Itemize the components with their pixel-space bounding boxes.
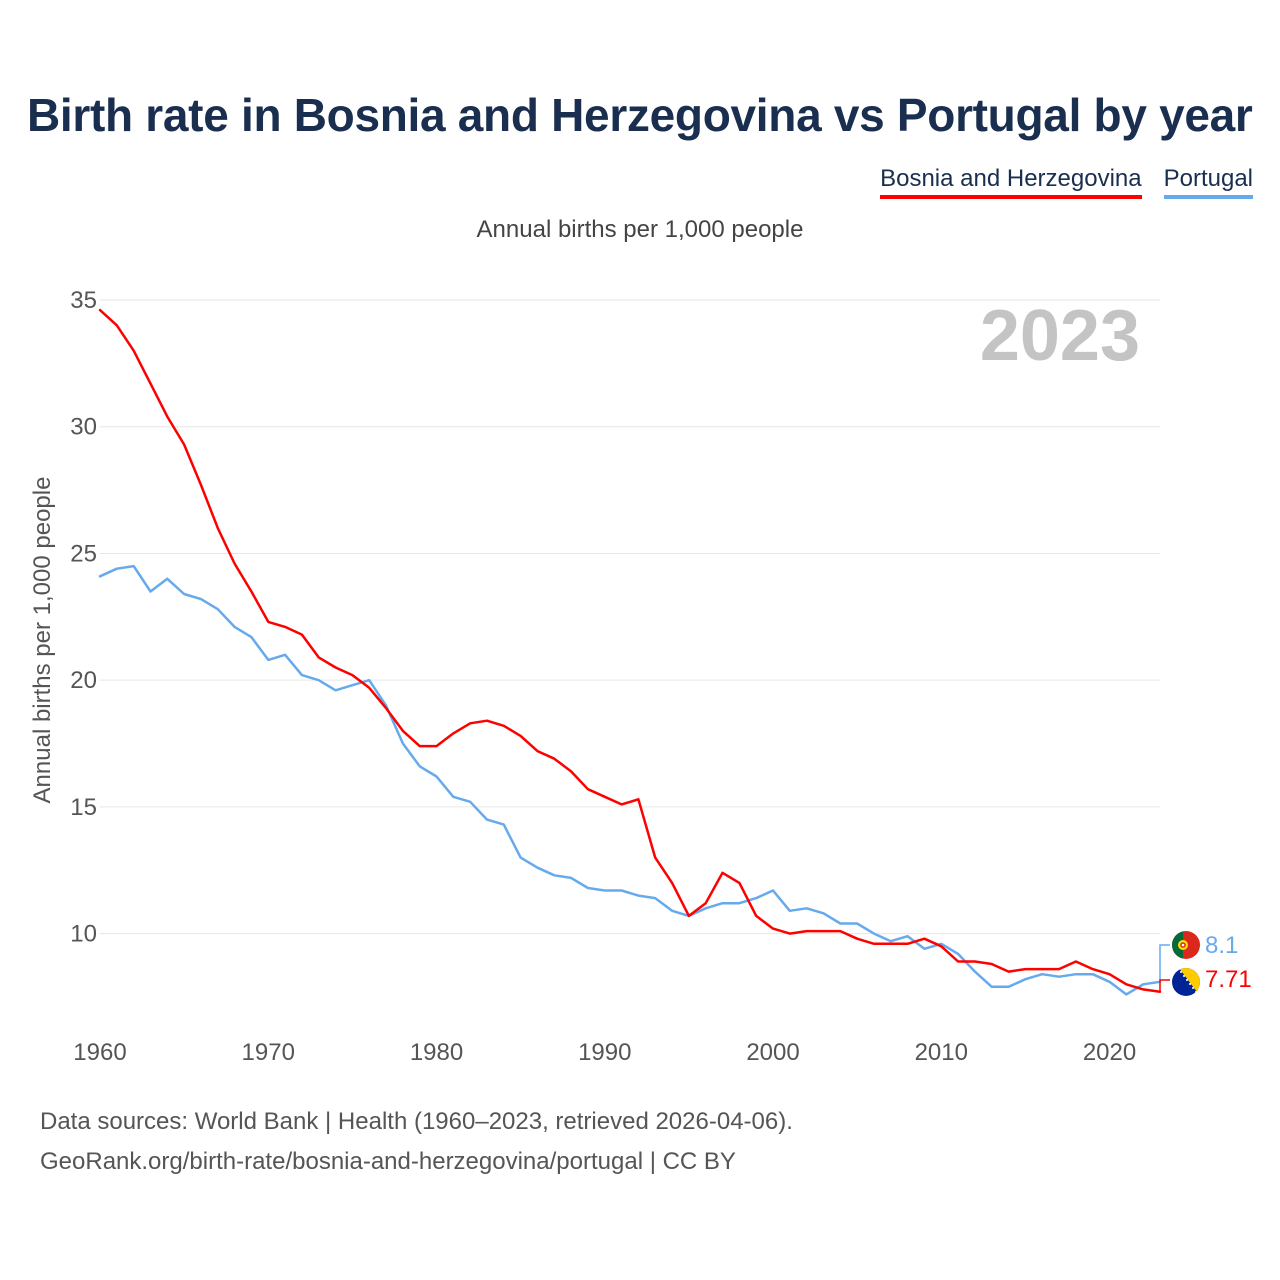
y-tick-label: 15 — [70, 794, 97, 821]
portugal-connector — [1159, 944, 1170, 982]
bosnia-flag-icon — [1172, 968, 1200, 996]
series-line-portugal — [98, 564, 1162, 996]
source-url[interactable]: GeoRank.org/birth-rate/bosnia-and-herzeg… — [40, 1148, 736, 1175]
portugal-flag-icon — [1172, 931, 1200, 959]
y-axis-label: Annual births per 1,000 people — [29, 477, 56, 804]
bosnia-end-value: 7.71 — [1205, 966, 1252, 993]
y-tick-label: 10 — [70, 921, 97, 948]
series-line-bosnia — [98, 308, 1162, 993]
y-tick-label: 30 — [70, 414, 97, 441]
year-watermark: 2023 — [980, 296, 1140, 376]
legend-item-portugal[interactable]: Portugal — [1163, 165, 1253, 199]
portugal-end-value: 8.1 — [1205, 932, 1238, 959]
x-tick-label: 1960 — [73, 1039, 126, 1066]
x-tick-label: 2000 — [746, 1039, 799, 1066]
grid-lines — [100, 299, 1160, 935]
page-title: Birth rate in Bosnia and Herzegovina vs … — [27, 89, 1253, 141]
y-tick-label: 35 — [70, 287, 97, 314]
series-lines — [98, 308, 1162, 996]
x-tick-label: 1970 — [242, 1039, 295, 1066]
legend-item-bosnia[interactable]: Bosnia and Herzegovina — [880, 165, 1142, 199]
end-labels: 8.1 7.71 — [1159, 931, 1252, 996]
x-tick-label: 1980 — [410, 1039, 463, 1066]
legend: Bosnia and Herzegovina Portugal — [880, 165, 1253, 199]
x-tick-label: 1990 — [578, 1039, 631, 1066]
x-axis-ticks: 1960 1970 1980 1990 2000 2010 2020 — [73, 1039, 1136, 1066]
x-tick-label: 2020 — [1083, 1039, 1136, 1066]
y-axis-ticks: 10 15 20 25 30 35 — [70, 287, 97, 948]
bosnia-connector — [1159, 979, 1170, 992]
source-note: Data sources: World Bank | Health (1960–… — [40, 1108, 793, 1135]
x-tick-label: 2010 — [915, 1039, 968, 1066]
y-tick-label: 20 — [70, 667, 97, 694]
y-tick-label: 25 — [70, 540, 97, 567]
chart-subtitle: Annual births per 1,000 people — [476, 216, 804, 243]
